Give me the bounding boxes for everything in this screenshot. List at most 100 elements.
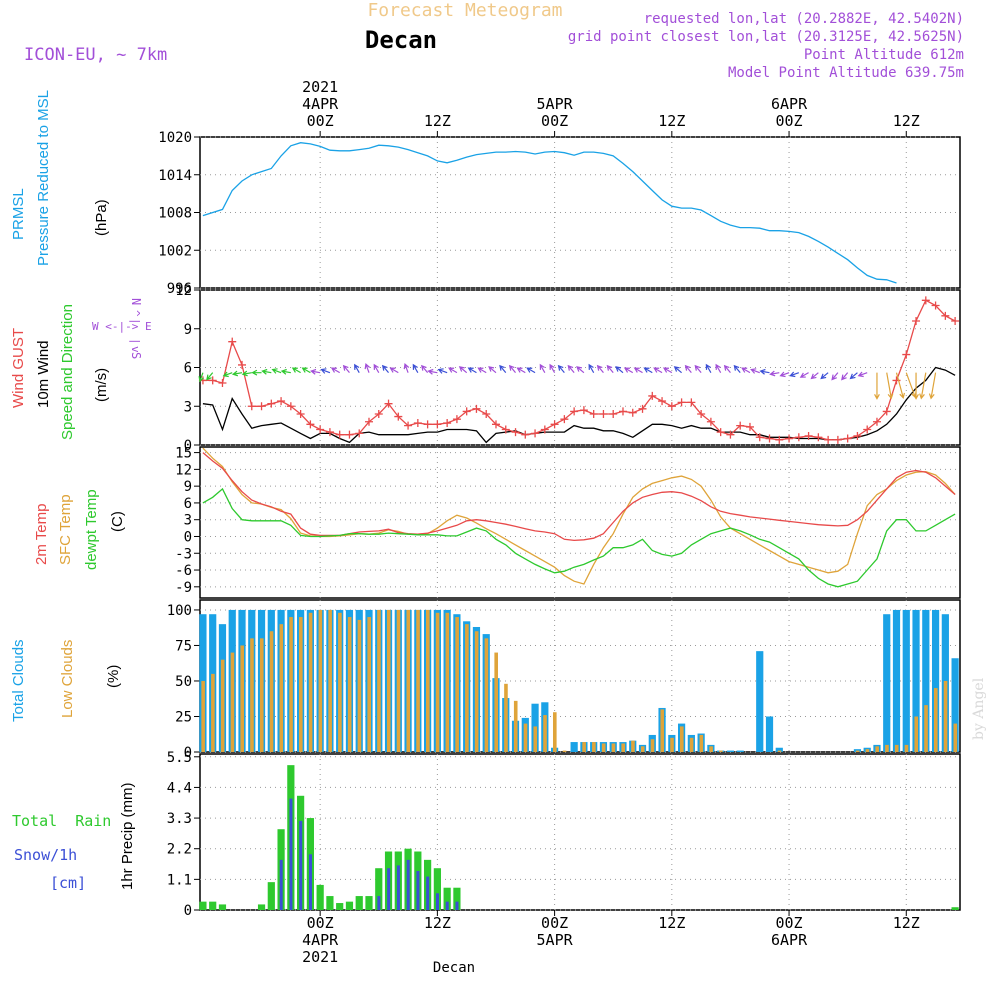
watermark: by Angel — [971, 677, 987, 740]
wind-direction-arrow — [467, 367, 477, 374]
snow-bar — [308, 854, 312, 910]
low-cloud-bar — [308, 612, 313, 752]
gust-marker — [325, 428, 334, 437]
low-cloud-bar — [484, 638, 489, 752]
wind-direction-arrow — [251, 369, 262, 376]
wind-direction-arrow — [643, 367, 653, 374]
wind-ytick-label: 6 — [184, 361, 192, 377]
low-cloud-bar — [289, 617, 293, 752]
wind-direction-arrow — [789, 371, 800, 378]
precip-ytick-label: 2.2 — [167, 842, 192, 858]
low-cloud-bar — [435, 612, 440, 752]
gust-marker — [462, 407, 471, 416]
wind-direction-arrow — [576, 366, 585, 374]
low-cloud-bar — [338, 612, 342, 752]
wind-label-10m: 10m Wind — [35, 340, 52, 408]
precip-panel: 5.5 4.4 3.3 2.2 1.1 0 — [167, 750, 961, 919]
low-cloud-bar — [924, 705, 928, 752]
cloud-labels: Total Clouds Low Clouds (%) — [10, 639, 122, 722]
wind-direction-arrow — [389, 367, 399, 374]
gust-marker — [677, 398, 686, 407]
rain-bar — [365, 896, 373, 910]
gust-marker — [277, 397, 286, 406]
low-cloud-bar — [894, 744, 899, 752]
chart-title: Forecast Meteogram — [367, 0, 562, 21]
gust-marker — [882, 407, 891, 416]
temp-label-sfc: SFC Temp — [57, 494, 74, 565]
gust-marker — [941, 311, 950, 320]
gust-marker — [628, 408, 637, 417]
compass-n: N — [129, 298, 143, 305]
total-cloud-bar — [726, 750, 735, 752]
clouds-ytick-label: 50 — [175, 674, 192, 690]
gust-marker — [296, 410, 305, 418]
wind-direction-arrow — [458, 366, 468, 374]
low-cloud-bar — [259, 638, 264, 752]
clouds-ytick-label: 100 — [167, 603, 192, 619]
wind-direction-arrow — [261, 368, 272, 375]
wind-direction-arrow — [615, 366, 624, 374]
wind-direction-arrow — [381, 364, 389, 374]
low-cloud-bar — [279, 624, 284, 752]
compass-rose: N ^ | W <-|-> E | v S — [92, 298, 152, 359]
wind-direction-arrow — [421, 364, 429, 374]
location-title: Decan — [365, 26, 437, 54]
low-cloud-bar — [553, 712, 557, 752]
gust-marker — [706, 417, 715, 426]
precip-label-cm: [cm] — [50, 874, 86, 892]
wind-direction-arrow — [373, 363, 380, 373]
top-tick-label: 12Z — [658, 112, 685, 130]
snow-bar — [416, 871, 420, 910]
temp-unit: (C) — [109, 511, 126, 532]
precip-label-snow: Snow/1h — [14, 846, 77, 864]
low-cloud-bar — [269, 631, 274, 752]
clouds-ytick-label: 75 — [175, 638, 192, 654]
low-cloud-bar — [562, 750, 567, 752]
clouds-panel: 100 75 50 25 0 — [167, 599, 961, 761]
low-cloud-bar — [426, 609, 430, 752]
clouds-ytick-label: 25 — [175, 709, 192, 725]
wind-direction-arrow — [596, 364, 604, 374]
rain-bar — [209, 901, 217, 910]
wind-direction-arrow — [606, 364, 614, 374]
cloud-label-low: Low Clouds — [59, 640, 76, 718]
gust-marker — [286, 402, 295, 411]
low-cloud-bar — [611, 743, 616, 752]
gust-marker — [921, 296, 930, 305]
pressure-unit: (hPa) — [93, 199, 110, 236]
gust-marker — [247, 402, 256, 411]
wind-direction-arrow — [831, 372, 839, 381]
low-cloud-bar — [220, 659, 225, 752]
low-cloud-bar — [201, 680, 205, 752]
top-tick-label: 2021 — [302, 78, 338, 96]
low-cloud-bar — [933, 688, 938, 752]
gust-marker — [208, 376, 217, 385]
gust-marker — [511, 428, 520, 437]
total-cloud-bar — [922, 609, 930, 752]
gust-marker — [491, 420, 500, 429]
temp-ytick-label: 12 — [175, 462, 192, 478]
wind-direction-arrow — [673, 366, 682, 374]
precip-ytick-label: 1.1 — [167, 872, 192, 888]
rain-bar — [199, 901, 207, 910]
footer-location: Decan — [433, 960, 475, 976]
snow-bar — [299, 820, 303, 910]
wind-ytick-label: 0 — [184, 438, 192, 454]
low-cloud-bar — [943, 680, 948, 752]
bottom-tick-label: 00Z — [307, 914, 334, 932]
wind-labels: Wind GUST 10m Wind Speed and Direction (… — [10, 298, 152, 440]
low-cloud-bar — [543, 715, 547, 752]
total-cloud-bar — [736, 750, 744, 752]
wind-direction-arrow — [477, 367, 487, 374]
gust-marker — [364, 417, 373, 426]
wind-label-dir: Speed and Direction — [59, 304, 76, 440]
gust-marker — [394, 412, 403, 421]
wind-panel: 12 9 6 3 0 — [175, 283, 961, 454]
gust-marker — [863, 425, 872, 434]
wind-direction-arrow — [549, 363, 556, 373]
gust-marker — [775, 435, 784, 444]
wind-direction-arrow — [364, 363, 371, 373]
low-cloud-bar — [875, 746, 879, 752]
